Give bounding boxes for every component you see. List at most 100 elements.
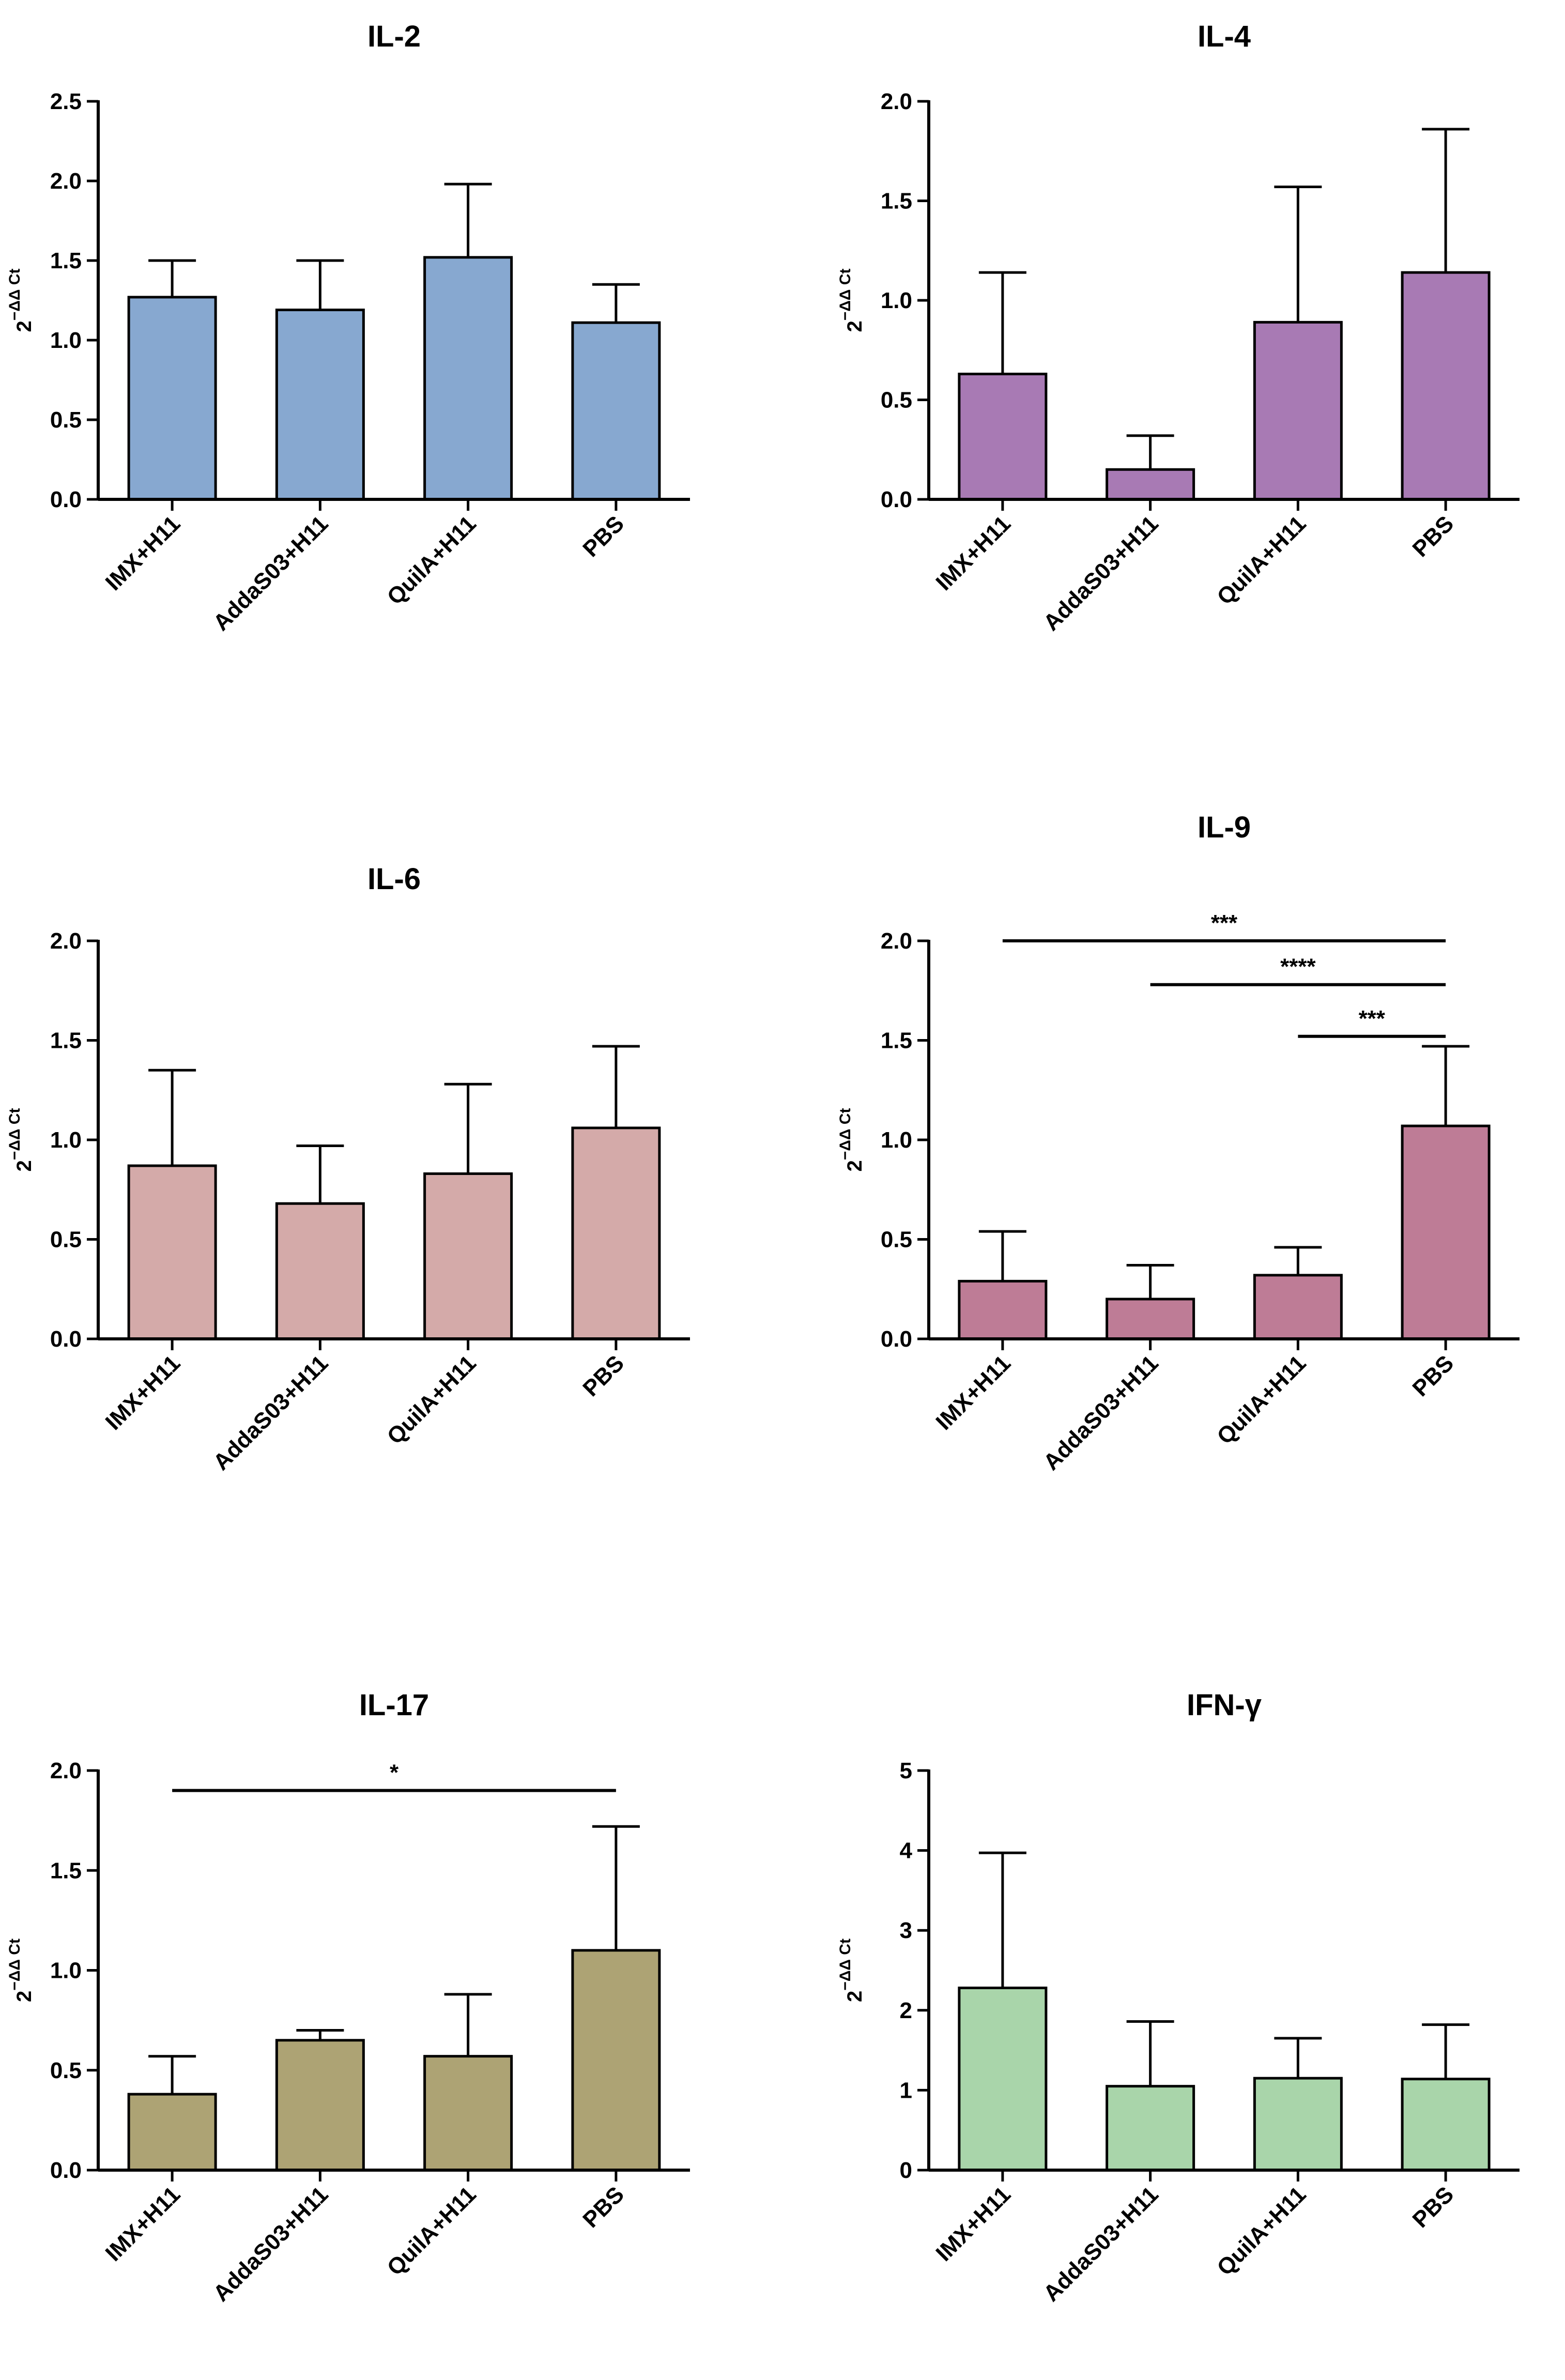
bar-imx-plus-h11 [958, 1279, 1048, 1340]
bar-imx-plus-h11 [127, 1164, 217, 1340]
y-axis-label-base: 2 [843, 1991, 866, 2002]
y-tick-label: 2 [900, 1998, 912, 2023]
y-tick-label: 1 [900, 2078, 912, 2103]
significance-label: * [390, 1760, 399, 1786]
x-category-label-addas03-plus-h11: AddaS03+H11 [1038, 2181, 1163, 2306]
x-category-label-quila-plus-h11: QuilA+H11 [1212, 1350, 1311, 1449]
y-tick-label: 1.5 [881, 1028, 912, 1054]
y-tick-label: 1.5 [881, 189, 912, 214]
bar-pbs [1401, 1124, 1491, 1340]
bar-quila-plus-h11 [423, 256, 513, 501]
y-tick-label: 1.5 [50, 1858, 82, 1883]
x-category-label-addas03-plus-h11: AddaS03+H11 [208, 2181, 333, 2306]
x-category-label-imx-plus-h11: IMX+H11 [101, 511, 185, 595]
x-category-label-imx-plus-h11: IMX+H11 [931, 511, 1015, 595]
x-category-label-pbs: PBS [578, 1350, 629, 1401]
y-tick-label: 0 [900, 2158, 912, 2183]
y-axis-label-base: 2 [13, 1160, 36, 1171]
x-category-label-imx-plus-h11: IMX+H11 [931, 1350, 1015, 1435]
y-tick-label: 0.0 [50, 487, 82, 512]
y-tick-label: 0.0 [50, 1326, 82, 1352]
y-tick-label: 1.0 [881, 1127, 912, 1153]
x-category-label-addas03-plus-h11: AddaS03+H11 [1038, 511, 1163, 635]
bar-addas03-plus-h11 [275, 1202, 365, 1340]
bar-pbs [1401, 2078, 1491, 2172]
significance-label: **** [1280, 954, 1316, 980]
y-tick-label: 3 [900, 1918, 912, 1943]
chart-panel-il-4: IL-4 2−ΔΔ Ct 0.0 0.5 1.0 1.5 2.0 IMX+H11 AddaS03… [837, 20, 1520, 636]
x-category-label-addas03-plus-h11: AddaS03+H11 [208, 1350, 333, 1475]
y-axis-label-base: 2 [13, 1991, 36, 2002]
x-category-label-addas03-plus-h11: AddaS03+H11 [1038, 1350, 1163, 1475]
chart-panel-il-6: IL-6 2−ΔΔ Ct 0.0 0.5 1.0 1.5 2.0 IMX+H11 AddaS03… [6, 862, 690, 1475]
x-category-label-pbs: PBS [578, 2181, 629, 2233]
y-tick-label: 2.0 [50, 1758, 82, 1783]
y-axis-label-exponent: −ΔΔ Ct [6, 269, 23, 321]
bar-addas03-plus-h11 [1106, 468, 1195, 501]
x-category-label-pbs: PBS [578, 511, 629, 562]
chart-title: IL-2 [367, 20, 421, 53]
y-tick-label: 0.5 [50, 1227, 82, 1253]
y-tick-label: 2.5 [50, 89, 82, 114]
bar-addas03-plus-h11 [1106, 2085, 1195, 2172]
y-axis-label-base: 2 [13, 321, 36, 332]
y-axis-label: 2−ΔΔ Ct [6, 269, 36, 332]
y-axis-label-exponent: −ΔΔ Ct [6, 1108, 23, 1161]
bar-quila-plus-h11 [1253, 1274, 1343, 1340]
y-tick-label: 1.0 [50, 1958, 82, 1984]
bar-quila-plus-h11 [423, 1172, 513, 1340]
bar-pbs [1401, 271, 1491, 501]
y-tick-label: 0.5 [881, 388, 912, 413]
bar-imx-plus-h11 [958, 1987, 1048, 2172]
y-tick-label: 1.5 [50, 1028, 82, 1054]
x-category-label-quila-plus-h11: QuilA+H11 [382, 1350, 481, 1449]
x-category-label-quila-plus-h11: QuilA+H11 [382, 511, 481, 609]
chart-title: IL-6 [367, 862, 421, 896]
y-tick-label: 0.5 [50, 407, 82, 433]
x-category-label-pbs: PBS [1408, 2181, 1459, 2233]
chart-title: IFN-γ [1187, 1688, 1262, 1722]
chart-title: IL-4 [1198, 20, 1251, 53]
y-axis-label-exponent: −ΔΔ Ct [837, 1108, 854, 1161]
x-category-label-pbs: PBS [1408, 511, 1459, 562]
x-category-label-addas03-plus-h11: AddaS03+H11 [208, 511, 333, 635]
x-category-label-quila-plus-h11: QuilA+H11 [382, 2181, 481, 2280]
bar-quila-plus-h11 [1253, 321, 1343, 501]
y-axis-label-base: 2 [843, 321, 866, 332]
y-tick-label: 1.0 [50, 328, 82, 353]
y-tick-label: 2.0 [881, 89, 912, 114]
bar-imx-plus-h11 [958, 372, 1048, 501]
y-axis-label: 2−ΔΔ Ct [837, 1108, 866, 1172]
chart-title: IL-9 [1198, 811, 1251, 844]
y-tick-label: 4 [900, 1838, 913, 1864]
y-tick-label: 1.0 [50, 1127, 82, 1153]
y-tick-label: 1.0 [881, 288, 912, 313]
x-category-label-quila-plus-h11: QuilA+H11 [1212, 2181, 1311, 2280]
bar-quila-plus-h11 [1253, 2077, 1343, 2172]
y-axis-label-exponent: −ΔΔ Ct [6, 1939, 23, 1991]
bar-imx-plus-h11 [127, 296, 217, 501]
bar-pbs [571, 1126, 661, 1340]
y-axis-label-base: 2 [843, 1160, 866, 1171]
y-tick-label: 2.0 [881, 928, 912, 954]
x-category-label-imx-plus-h11: IMX+H11 [101, 1350, 185, 1435]
bar-addas03-plus-h11 [1106, 1298, 1195, 1340]
y-tick-label: 2.0 [50, 928, 82, 954]
x-category-label-imx-plus-h11: IMX+H11 [931, 2181, 1015, 2266]
y-axis-label: 2−ΔΔ Ct [6, 1108, 36, 1172]
y-tick-label: 2.0 [50, 169, 82, 194]
x-category-label-pbs: PBS [1408, 1350, 1459, 1401]
x-category-label-quila-plus-h11: QuilA+H11 [1212, 511, 1311, 609]
y-axis-label-exponent: −ΔΔ Ct [837, 269, 854, 321]
y-axis-label: 2−ΔΔ Ct [837, 269, 866, 332]
y-tick-label: 0.0 [881, 487, 912, 512]
y-axis-label: 2−ΔΔ Ct [837, 1939, 866, 2002]
y-axis-label-exponent: −ΔΔ Ct [837, 1939, 854, 1991]
chart-panel-il-17: IL-17 2−ΔΔ Ct 0.0 0.5 1.0 1.5 2.0 IMX+H11 AddaS0… [6, 1688, 690, 2307]
bar-pbs [571, 1949, 661, 2172]
y-tick-label: 5 [900, 1758, 912, 1783]
significance-label: *** [1211, 910, 1238, 936]
